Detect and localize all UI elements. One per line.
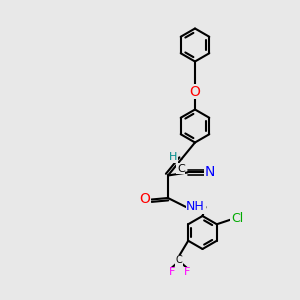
Text: C: C — [177, 164, 185, 174]
Text: F: F — [176, 258, 182, 268]
Text: F: F — [184, 267, 190, 277]
Text: Cl: Cl — [231, 212, 243, 225]
Text: C: C — [176, 255, 183, 265]
Text: NH: NH — [186, 200, 205, 214]
Text: N: N — [205, 166, 215, 179]
Text: O: O — [190, 85, 200, 98]
Text: F: F — [169, 267, 175, 277]
Text: H: H — [169, 152, 177, 163]
Text: O: O — [140, 193, 150, 206]
